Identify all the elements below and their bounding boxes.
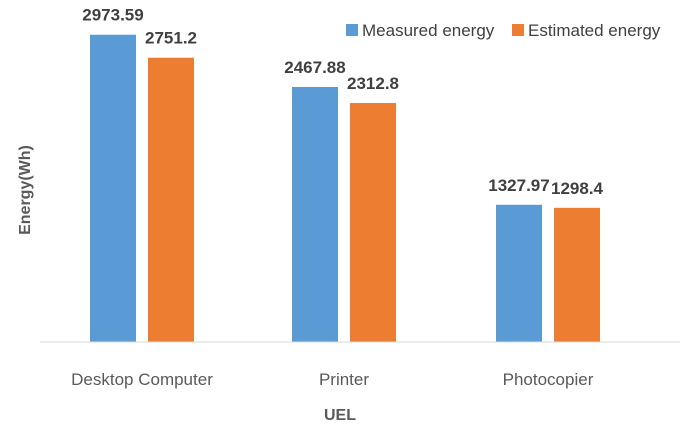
legend-swatch-measured [346, 24, 358, 36]
bar-estimated-photocopier [554, 207, 600, 342]
x-tick-labels: Desktop Computer Printer Photocopier [71, 370, 594, 389]
data-label-measured-photocopier: 1327.97 [488, 176, 549, 195]
data-label-estimated-photocopier: 1298.4 [551, 179, 604, 198]
x-axis-title: UEL [324, 407, 356, 424]
data-label-estimated-printer: 2312.8 [347, 74, 399, 93]
legend-label-measured: Measured energy [362, 21, 495, 40]
y-axis-title: Energy(Wh) [17, 145, 34, 235]
bar-measured-printer [292, 86, 338, 342]
bar-measured-desktop-computer [90, 34, 136, 342]
data-label-measured-desktop-computer: 2973.59 [82, 6, 143, 25]
bar-estimated-printer [350, 103, 396, 342]
x-tick-label-desktop-computer: Desktop Computer [71, 370, 213, 389]
legend-swatch-estimated [512, 24, 524, 36]
data-label-measured-printer: 2467.88 [284, 58, 345, 77]
bar-estimated-desktop-computer [148, 57, 194, 343]
legend-label-estimated: Estimated energy [528, 21, 661, 40]
x-tick-label-printer: Printer [319, 370, 369, 389]
x-tick-label-photocopier: Photocopier [503, 370, 594, 389]
legend: Measured energy Estimated energy [346, 21, 661, 40]
bars-group [90, 34, 600, 343]
data-label-estimated-desktop-computer: 2751.2 [145, 29, 197, 48]
bar-measured-photocopier [496, 204, 542, 342]
